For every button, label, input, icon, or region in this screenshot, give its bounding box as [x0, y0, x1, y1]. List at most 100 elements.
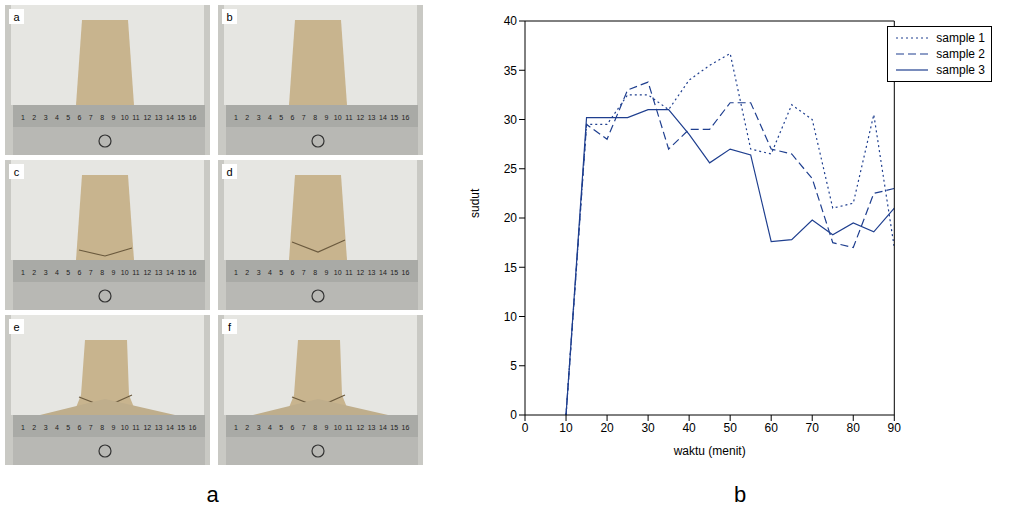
svg-text:70: 70 — [806, 421, 820, 435]
svg-text:16: 16 — [189, 269, 197, 276]
svg-text:50: 50 — [723, 421, 737, 435]
svg-text:30: 30 — [504, 113, 518, 127]
svg-text:20: 20 — [600, 421, 614, 435]
svg-text:14: 14 — [379, 269, 387, 276]
svg-text:3: 3 — [257, 269, 261, 276]
svg-text:11: 11 — [345, 114, 352, 121]
svg-text:12: 12 — [356, 269, 364, 276]
svg-text:6: 6 — [78, 269, 82, 276]
svg-text:35: 35 — [504, 64, 518, 78]
svg-text:2: 2 — [245, 424, 249, 431]
svg-text:1: 1 — [21, 424, 25, 431]
svg-text:4: 4 — [55, 269, 59, 276]
svg-text:40: 40 — [682, 421, 696, 435]
svg-text:13: 13 — [155, 424, 163, 431]
svg-text:13: 13 — [368, 424, 376, 431]
svg-text:10: 10 — [121, 114, 129, 121]
svg-text:8: 8 — [313, 269, 317, 276]
svg-text:6: 6 — [78, 424, 82, 431]
svg-text:10: 10 — [504, 310, 518, 324]
svg-text:15: 15 — [177, 114, 185, 121]
svg-text:25: 25 — [504, 162, 518, 176]
svg-text:7: 7 — [302, 269, 306, 276]
svg-text:7: 7 — [89, 114, 93, 121]
svg-text:15: 15 — [504, 261, 518, 275]
svg-text:6: 6 — [78, 114, 82, 121]
svg-text:12: 12 — [356, 424, 364, 431]
svg-text:9: 9 — [324, 114, 328, 121]
svg-text:2: 2 — [245, 114, 249, 121]
svg-text:14: 14 — [166, 269, 174, 276]
svg-text:9: 9 — [111, 114, 115, 121]
svg-text:waktu (menit): waktu (menit) — [673, 444, 746, 458]
svg-text:16: 16 — [189, 114, 197, 121]
svg-text:12: 12 — [143, 269, 151, 276]
svg-text:12: 12 — [143, 114, 151, 121]
svg-text:3: 3 — [44, 114, 48, 121]
svg-text:3: 3 — [44, 269, 48, 276]
svg-text:12: 12 — [143, 424, 151, 431]
svg-text:4: 4 — [55, 424, 59, 431]
svg-text:6: 6 — [291, 114, 295, 121]
svg-text:8: 8 — [313, 424, 317, 431]
svg-text:11: 11 — [345, 424, 352, 431]
svg-text:10: 10 — [334, 269, 342, 276]
svg-text:0: 0 — [510, 408, 517, 422]
svg-text:4: 4 — [268, 269, 272, 276]
svg-text:40: 40 — [504, 14, 518, 28]
svg-text:30: 30 — [641, 421, 655, 435]
svg-text:b: b — [226, 11, 232, 23]
svg-text:13: 13 — [368, 269, 376, 276]
svg-text:f: f — [228, 321, 232, 333]
svg-text:11: 11 — [132, 424, 139, 431]
svg-text:3: 3 — [257, 424, 261, 431]
svg-text:1: 1 — [234, 424, 238, 431]
svg-text:2: 2 — [32, 424, 36, 431]
svg-text:7: 7 — [302, 424, 306, 431]
svg-text:4: 4 — [55, 114, 59, 121]
svg-text:14: 14 — [379, 114, 387, 121]
svg-text:8: 8 — [313, 114, 317, 121]
svg-text:6: 6 — [291, 269, 295, 276]
svg-text:9: 9 — [111, 424, 115, 431]
svg-text:90: 90 — [888, 421, 902, 435]
svg-text:2: 2 — [32, 114, 36, 121]
svg-text:8: 8 — [100, 424, 104, 431]
svg-text:14: 14 — [166, 114, 174, 121]
svg-text:15: 15 — [390, 114, 398, 121]
svg-text:9: 9 — [324, 269, 328, 276]
svg-text:14: 14 — [379, 424, 387, 431]
svg-text:4: 4 — [268, 114, 272, 121]
svg-text:1: 1 — [234, 269, 238, 276]
svg-text:4: 4 — [268, 424, 272, 431]
svg-text:10: 10 — [334, 114, 342, 121]
svg-text:15: 15 — [390, 269, 398, 276]
svg-text:5: 5 — [279, 114, 283, 121]
svg-text:16: 16 — [402, 424, 410, 431]
svg-text:7: 7 — [302, 114, 306, 121]
svg-text:10: 10 — [121, 424, 129, 431]
svg-text:9: 9 — [111, 269, 115, 276]
svg-text:10: 10 — [559, 421, 573, 435]
svg-text:16: 16 — [189, 424, 197, 431]
svg-text:15: 15 — [177, 269, 185, 276]
svg-text:5: 5 — [66, 424, 70, 431]
svg-text:8: 8 — [100, 269, 104, 276]
svg-text:5: 5 — [279, 424, 283, 431]
svg-text:a: a — [13, 11, 20, 23]
svg-text:5: 5 — [66, 114, 70, 121]
svg-text:3: 3 — [257, 114, 261, 121]
svg-text:9: 9 — [324, 424, 328, 431]
svg-text:5: 5 — [66, 269, 70, 276]
svg-text:8: 8 — [100, 114, 104, 121]
svg-text:11: 11 — [132, 114, 139, 121]
svg-text:13: 13 — [155, 269, 163, 276]
svg-text:16: 16 — [402, 114, 410, 121]
svg-text:7: 7 — [89, 269, 93, 276]
svg-text:20: 20 — [504, 211, 518, 225]
svg-text:sudut: sudut — [468, 188, 482, 218]
svg-text:d: d — [226, 166, 232, 178]
svg-text:1: 1 — [21, 269, 25, 276]
svg-text:13: 13 — [368, 114, 376, 121]
svg-text:2: 2 — [245, 269, 249, 276]
